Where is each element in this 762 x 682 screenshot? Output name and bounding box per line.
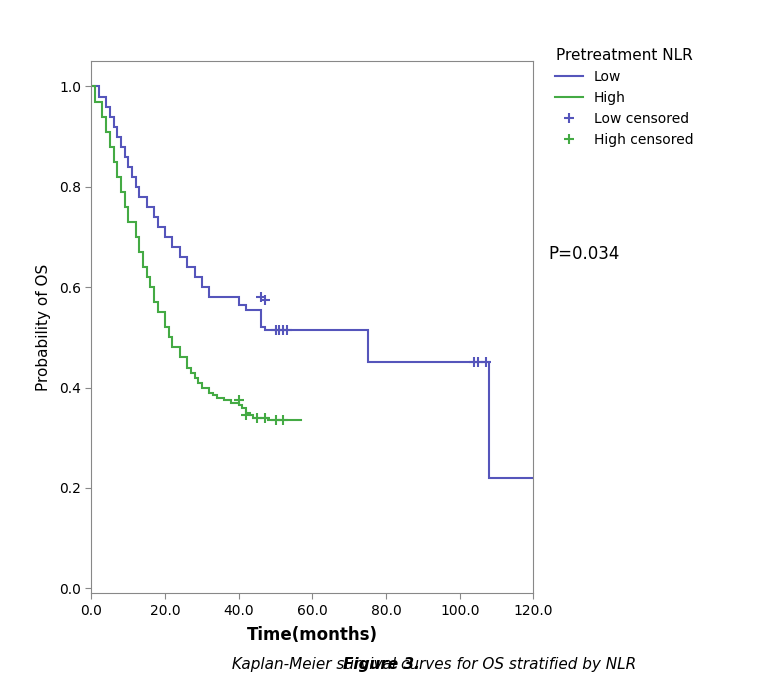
Text: P=0.034: P=0.034 xyxy=(549,245,620,263)
Legend: Low, High, Low censored, High censored: Low, High, Low censored, High censored xyxy=(548,41,700,153)
X-axis label: Time(months): Time(months) xyxy=(247,626,378,644)
Text: Kaplan-Meier survival curves for OS stratified by NLR: Kaplan-Meier survival curves for OS stra… xyxy=(227,657,637,672)
Text: Figure 3.: Figure 3. xyxy=(343,657,419,672)
Y-axis label: Probability of OS: Probability of OS xyxy=(36,264,51,391)
